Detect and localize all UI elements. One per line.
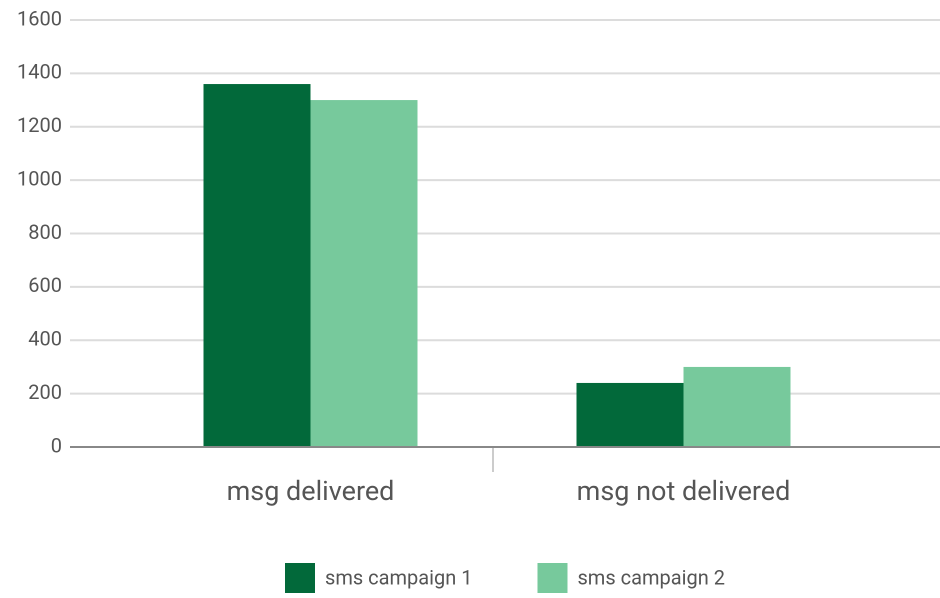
y-tick-label: 600 [28,273,62,297]
y-tick-label: 1400 [17,60,62,84]
y-tick-label: 1600 [17,6,62,30]
x-tick-label: msg delivered [227,475,395,507]
y-tick-label: 1200 [17,113,62,137]
y-tick-label: 1000 [17,166,62,190]
bar [576,382,684,447]
y-tick-label: 200 [28,380,62,404]
bar [683,366,791,447]
y-tick-label: 800 [28,220,62,244]
y-tick-label: 400 [28,327,62,351]
x-tick-label: msg not delivered [577,475,791,507]
bar [310,100,418,447]
bar [203,84,311,448]
legend-label: sms campaign 2 [577,565,724,589]
legend-swatch [285,563,315,593]
legend-label: sms campaign 1 [325,565,472,589]
y-tick-label: 0 [51,433,62,457]
legend-swatch [537,563,568,593]
